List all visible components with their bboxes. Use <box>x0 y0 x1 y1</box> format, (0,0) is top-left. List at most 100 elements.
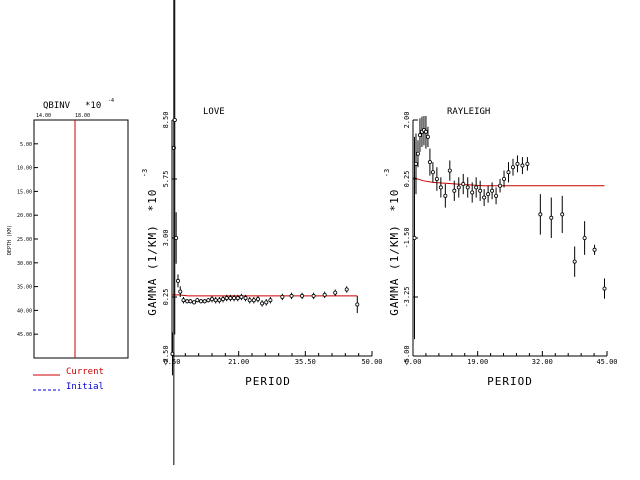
rayleigh-data-point <box>427 160 432 165</box>
love-data-point <box>251 298 256 303</box>
love-data-point <box>206 298 211 303</box>
rayleigh-data-point <box>434 176 439 181</box>
love-data-point <box>280 294 285 299</box>
love-y-tick-label: 5.75 <box>162 171 170 188</box>
love-data-point <box>232 296 237 301</box>
q-depth-tick-label: 25.00 <box>17 237 32 243</box>
love-x-tick-label: 35.50 <box>295 358 316 366</box>
q-depth-tick-label: 15.00 <box>17 189 32 195</box>
rayleigh-y-exponent: -3 <box>383 169 391 177</box>
q-profile-panel: QBINV *10 -4 14.00 18.00 5.00 10.00 15.00 2… <box>7 98 129 359</box>
love-y-multiplier: *10 <box>146 189 159 212</box>
love-data-point <box>198 299 203 304</box>
love-y-tick-label: 0.25 <box>162 289 170 306</box>
love-data-point <box>213 298 218 303</box>
love-data-point <box>247 298 252 303</box>
rayleigh-x-tick-label: 45.00 <box>596 358 617 366</box>
love-data-point <box>268 298 273 303</box>
love-panel: LOVE -2.500.253.005.758.506.5021.0035.50… <box>141 0 383 465</box>
q-plot-frame <box>33 119 129 359</box>
rayleigh-y-axis-label: GAMMA (1/KM) <box>388 224 401 315</box>
rayleigh-data-point <box>549 215 554 220</box>
rayleigh-y-tick-label: 0.25 <box>403 171 411 188</box>
q-panel-title: QBINV <box>43 101 71 111</box>
love-data-point <box>239 294 244 299</box>
rayleigh-data-point <box>443 193 448 198</box>
love-data-point <box>300 293 305 298</box>
love-data-point <box>209 297 214 302</box>
rayleigh-data-point <box>425 134 430 139</box>
love-data-point <box>289 293 294 298</box>
love-x-tick-label: 21.00 <box>228 358 249 366</box>
rayleigh-data-point <box>490 188 495 193</box>
love-y-tick-label: -2.50 <box>162 345 170 366</box>
love-y-tick-label: 8.50 <box>162 112 170 129</box>
rayleigh-data-point <box>412 235 417 240</box>
rayleigh-data-point <box>423 129 428 134</box>
legend-current-label: Current <box>66 367 104 377</box>
love-x-axis-label: PERIOD <box>245 375 291 388</box>
rayleigh-x-tick-label: 19.00 <box>467 358 488 366</box>
love-data-point <box>264 300 269 305</box>
love-data-point <box>344 287 349 292</box>
q-depth-tick-label: 30.00 <box>17 261 32 267</box>
q-panel-title-suffix: *10 <box>85 101 101 111</box>
love-y-tick-label: 3.00 <box>162 230 170 247</box>
rayleigh-y-multiplier: *10 <box>388 189 401 212</box>
love-data-point <box>172 118 177 123</box>
love-y-axis-label: GAMMA (1/KM) <box>146 224 159 315</box>
rayleigh-y-tick-label: 2.00 <box>403 112 411 129</box>
love-data-point <box>235 296 240 301</box>
q-x-tick-label: 14.00 <box>36 113 51 119</box>
love-data-layer <box>170 0 360 465</box>
rayleigh-data-point <box>415 151 420 156</box>
rayleigh-data-point <box>438 185 443 190</box>
love-data-point <box>178 289 183 294</box>
love-data-point <box>322 292 327 297</box>
q-depth-tick-label: 10.00 <box>17 166 32 172</box>
rayleigh-x-axis-label: PERIOD <box>487 375 533 388</box>
rayleigh-data-point <box>430 170 435 175</box>
love-title: LOVE <box>203 107 225 117</box>
rayleigh-data-point <box>572 259 577 264</box>
love-data-point <box>175 278 180 283</box>
rayleigh-data-point <box>560 212 565 217</box>
rayleigh-y-tick-label: -3.25 <box>403 286 411 307</box>
love-data-point <box>333 290 338 295</box>
q-depth-tick-label: 40.00 <box>17 308 32 314</box>
q-depth-tick-label: 20.00 <box>17 213 32 219</box>
rayleigh-data-point <box>498 183 503 188</box>
rayleigh-data-point <box>525 161 530 166</box>
q-depth-tick-label: 5.00 <box>20 142 32 148</box>
rayleigh-data-point <box>417 133 422 138</box>
q-depth-axis-label: DEPTH (KM) <box>7 225 13 255</box>
love-data-point <box>224 296 229 301</box>
rayleigh-data-point <box>582 235 587 240</box>
rayleigh-y-tick-label: -1.50 <box>403 227 411 248</box>
rayleigh-data-point <box>510 165 515 170</box>
rayleigh-axes: -5.00 -3.25 -1.50 0.25 2.00 6.00 19.00 32.00 45.… <box>403 112 618 367</box>
q-panel-title-exponent: -4 <box>108 98 114 104</box>
rayleigh-data-point <box>413 161 418 166</box>
rayleigh-current-model-line <box>412 176 605 187</box>
love-data-point <box>217 298 222 303</box>
rayleigh-data-point <box>520 163 525 168</box>
rayleigh-panel: RAYLEIGH -5.00 -3.25 -1.50 0.25 2.00 6.00 19.0… <box>383 107 618 388</box>
love-data-point <box>221 297 226 302</box>
rayleigh-data-point <box>452 188 457 193</box>
love-data-point <box>181 298 186 303</box>
love-data-point <box>355 302 360 307</box>
love-data-point <box>260 301 265 306</box>
rayleigh-data-layer <box>412 116 607 340</box>
rayleigh-data-point <box>602 286 607 291</box>
rayleigh-data-point <box>592 247 597 252</box>
love-data-point <box>228 296 233 301</box>
rayleigh-data-point <box>470 190 475 195</box>
love-data-point <box>311 293 316 298</box>
love-data-point <box>192 300 197 305</box>
rayleigh-data-point <box>515 161 520 166</box>
love-data-point <box>255 297 260 302</box>
love-data-point <box>195 298 200 303</box>
